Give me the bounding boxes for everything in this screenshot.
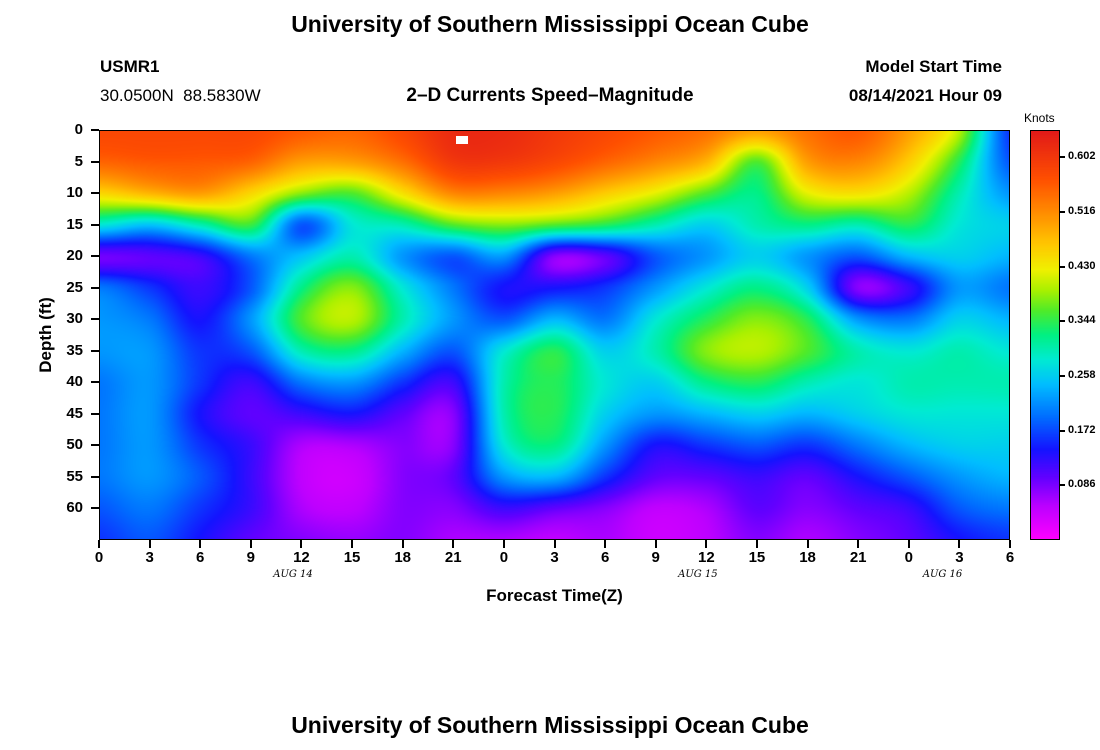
colorbar-units-label: Knots: [1024, 111, 1055, 125]
x-tick-mark: [1009, 540, 1011, 548]
x-tick-label: 15: [748, 549, 766, 566]
y-tick-label: 40: [66, 373, 83, 391]
colorbar-tick-label: 0.258: [1068, 369, 1096, 381]
x-tick-mark: [300, 540, 303, 548]
x-tick-label: 21: [849, 549, 867, 566]
station-coordinates: 30.0500N 88.5830W: [100, 86, 261, 105]
x-tick-label: 12: [697, 549, 715, 566]
x-tick-mark: [907, 540, 910, 548]
x-tick-label: 6: [600, 549, 610, 566]
colorbar-tick-label: 0.602: [1068, 150, 1096, 163]
x-tick-label: 6: [1005, 549, 1015, 566]
colorbar-tick-label: 0.172: [1068, 423, 1096, 436]
x-tick-mark: [351, 540, 354, 548]
y-tick-label: 0: [74, 121, 83, 138]
y-tick-label: 60: [66, 499, 83, 517]
colorbar-tick-label: 0.344: [1068, 314, 1096, 327]
y-tick-label: 25: [66, 278, 83, 296]
x-tick-label: 18: [394, 549, 411, 566]
y-tick-label: 5: [74, 152, 83, 170]
y-tick-mark: [91, 444, 99, 447]
model-start-time-label: Model Start Time: [865, 57, 1002, 76]
y-tick-label: 50: [66, 436, 83, 454]
x-tick-label: 21: [444, 549, 462, 566]
x-tick-mark: [148, 540, 151, 548]
colorbar-tick-mark: [1060, 484, 1065, 487]
colorbar-tick-mark: [1060, 375, 1065, 377]
y-tick-label: 15: [66, 215, 83, 233]
missing-data-marker: [456, 136, 468, 144]
x-tick-label: 3: [955, 549, 964, 566]
y-tick-mark: [91, 318, 99, 321]
colorbar-tick-mark: [1060, 320, 1065, 323]
y-tick-label: 35: [66, 341, 83, 359]
colorbar-tick-mark: [1060, 156, 1065, 159]
x-tick-label: 9: [246, 549, 255, 566]
x-axis-date-label: AUG 15: [678, 569, 718, 580]
x-tick-label: 12: [293, 549, 310, 566]
y-tick-label: 10: [66, 184, 83, 202]
y-tick-mark: [91, 475, 99, 478]
colorbar-tick-mark: [1060, 265, 1065, 268]
x-tick-mark: [452, 540, 455, 548]
x-tick-label: 18: [799, 549, 816, 566]
x-tick-label: 6: [196, 549, 205, 566]
colorbar-tick-mark: [1060, 211, 1065, 213]
y-tick-mark: [91, 192, 99, 195]
colorbar-tick-label: 0.516: [1068, 205, 1096, 217]
x-tick-label: 0: [94, 549, 104, 566]
x-tick-mark: [755, 540, 758, 548]
x-tick-label: 3: [550, 549, 559, 566]
y-tick-label: 45: [66, 404, 83, 422]
x-axis-date-label: AUG 16: [922, 569, 963, 580]
x-tick-mark: [98, 540, 100, 548]
x-tick-mark: [705, 540, 708, 548]
y-tick-mark: [91, 412, 99, 415]
x-tick-mark: [401, 540, 404, 548]
colorbar-tick-mark: [1060, 429, 1065, 432]
y-axis-label: Depth (ft): [36, 297, 55, 373]
x-tick-label: 0: [904, 549, 913, 566]
y-tick-label: 30: [66, 310, 83, 328]
y-tick-mark: [91, 381, 99, 384]
y-tick-mark: [91, 507, 99, 510]
x-tick-mark: [958, 540, 961, 548]
plot-subtitle: 2–D Currents Speed–Magnitude: [406, 85, 694, 106]
y-tick-label: 55: [66, 467, 83, 485]
page-title: University of Southern Mississippi Ocean…: [291, 11, 809, 37]
y-tick-mark: [91, 255, 99, 258]
x-tick-mark: [806, 540, 809, 548]
x-axis-label: Forecast Time(Z): [486, 586, 623, 605]
x-tick-mark: [654, 540, 657, 548]
colorbar: [1030, 130, 1060, 540]
x-tick-label: 15: [343, 549, 361, 566]
y-tick-mark: [91, 286, 99, 289]
y-tick-mark: [91, 223, 99, 226]
x-tick-mark: [249, 540, 252, 548]
y-tick-mark: [91, 349, 99, 352]
x-tick-mark: [553, 540, 556, 548]
x-tick-label: 9: [651, 549, 660, 566]
station-id: USMR1: [100, 57, 160, 76]
y-tick-label: 20: [66, 247, 83, 265]
model-start-time-value: 08/14/2021 Hour 09: [848, 86, 1002, 105]
currents-heatmap-canvas: [99, 130, 1010, 540]
x-tick-mark: [857, 540, 860, 548]
x-tick-label: 0: [499, 549, 509, 566]
x-tick-mark: [604, 540, 607, 548]
x-tick-mark: [502, 540, 505, 548]
colorbar-tick-label: 0.430: [1068, 259, 1096, 272]
colorbar-tick-label: 0.086: [1068, 478, 1096, 491]
x-tick-label: 3: [145, 549, 154, 566]
y-tick-mark: [91, 160, 99, 163]
y-tick-mark: [91, 129, 99, 131]
bottom-page-title: University of Southern Mississippi Ocean…: [291, 712, 809, 738]
x-tick-mark: [199, 540, 202, 548]
x-axis-date-label: AUG 14: [273, 569, 313, 580]
